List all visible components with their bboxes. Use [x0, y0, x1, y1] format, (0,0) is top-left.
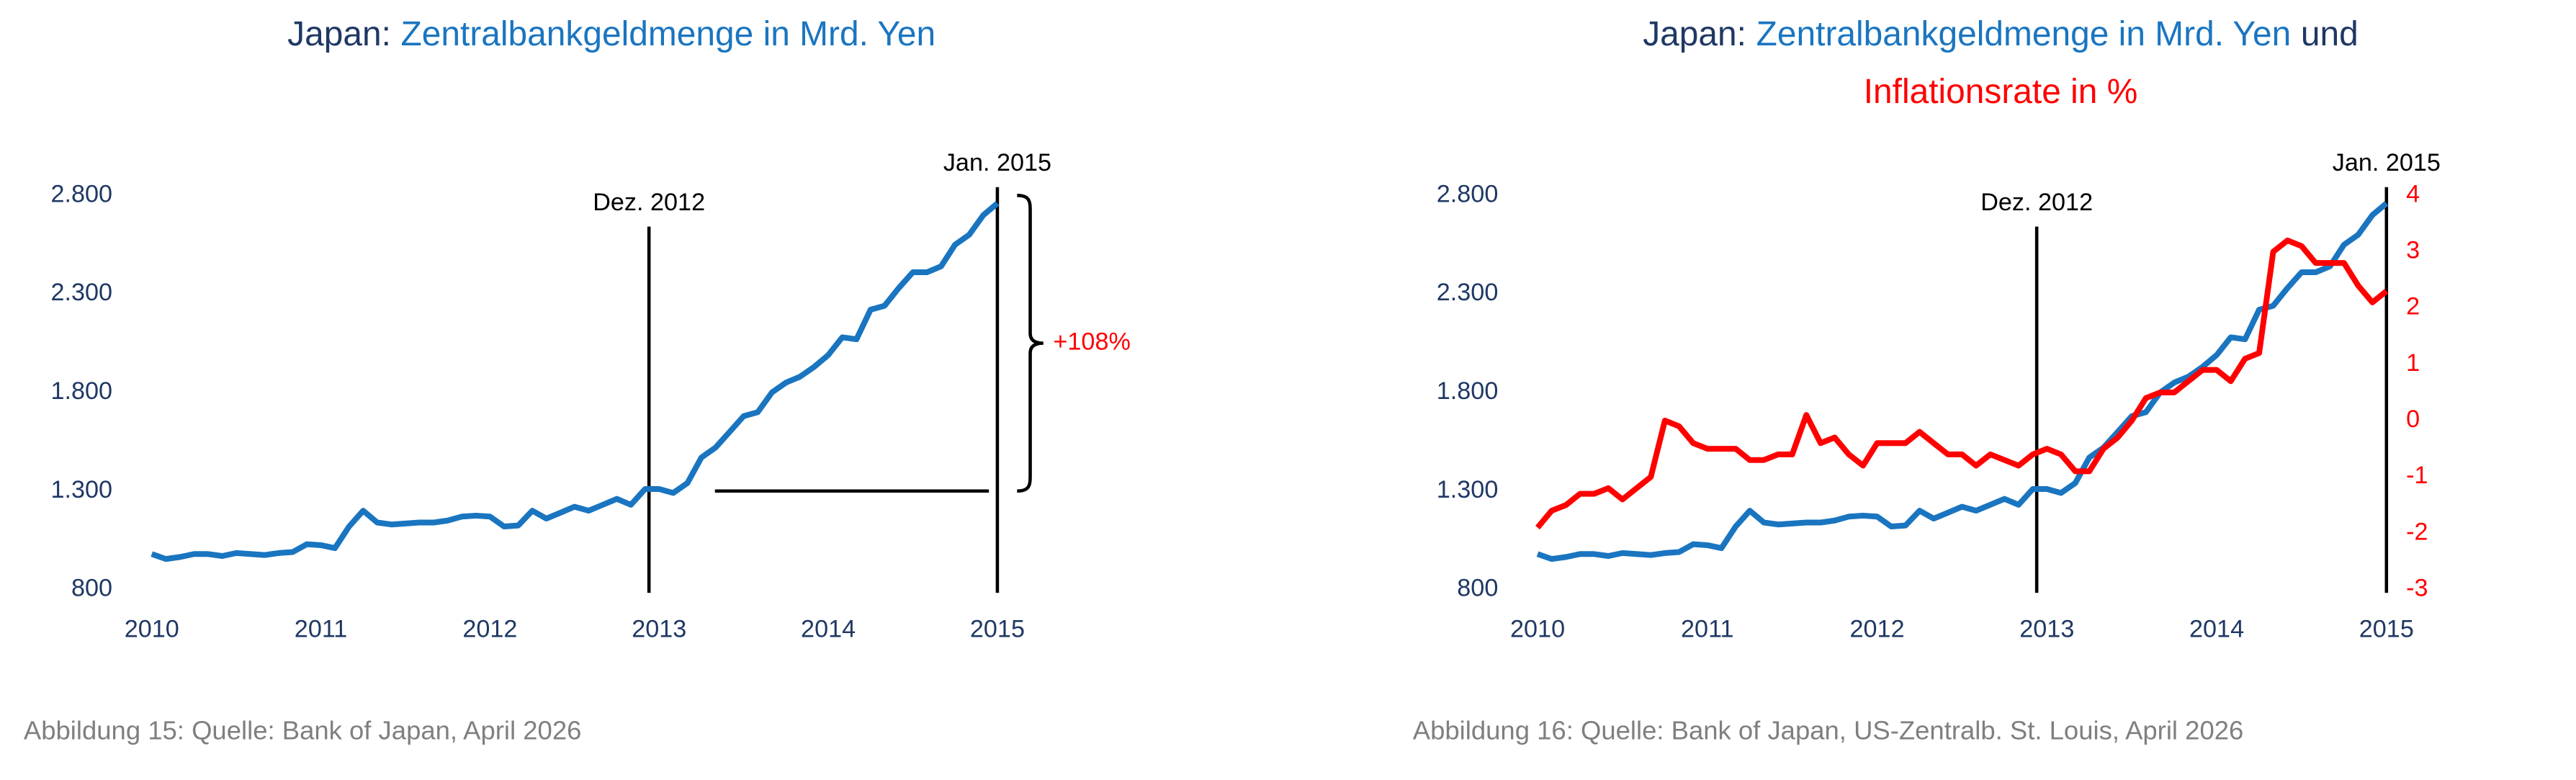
y2-tick-label: 4 [2406, 180, 2420, 207]
chart-title: Japan: Zentralbankgeldmenge in Mrd. Yen un… [1643, 15, 2359, 53]
footnote: Abbildung 16: Quelle: Bank of Japan, US-… [1413, 716, 2244, 745]
x-tick-label: 2014 [2189, 616, 2244, 643]
title-part: Zentralbankgeldmenge in Mrd. Yen [401, 15, 936, 53]
y-tick-label: 2.300 [50, 279, 112, 306]
x-tick-label: 2011 [1681, 616, 1734, 643]
title-part: Inflationsrate in % [1864, 73, 2138, 111]
y-tick-label: 1.300 [50, 476, 112, 503]
y2-tick-label: 1 [2406, 349, 2420, 377]
annotation-label: Jan. 2015 [943, 149, 1051, 176]
y-tick-label: 800 [1457, 575, 1498, 602]
x-tick-label: 2015 [2359, 616, 2414, 643]
y2-tick-label: 0 [2406, 405, 2420, 433]
series-line [1536, 201, 2389, 562]
y-tick-label: 800 [71, 575, 112, 602]
series-line [151, 201, 1000, 562]
title-part: Japan: [1643, 15, 1746, 53]
series-line [1535, 237, 2389, 530]
x-tick-label: 2010 [125, 616, 179, 643]
x-tick-label: 2014 [801, 616, 856, 643]
y-tick-label: 1.300 [1437, 476, 1499, 503]
annotation-label: Dez. 2012 [593, 189, 705, 216]
footnote: Abbildung 15: Quelle: Bank of Japan, Apr… [24, 716, 582, 745]
y2-tick-label: 2 [2406, 293, 2420, 320]
title-part: Japan: [287, 15, 391, 53]
x-tick-label: 2012 [1850, 616, 1905, 643]
y2-tick-label: -1 [2406, 462, 2428, 489]
x-tick-label: 2013 [632, 616, 686, 643]
y2-tick-label: -3 [2406, 575, 2428, 602]
x-tick-label: 2011 [295, 616, 348, 643]
bracket-label: +108% [1053, 328, 1130, 356]
y-tick-label: 1.800 [1437, 377, 1499, 405]
x-tick-label: 2010 [1510, 616, 1565, 643]
y-tick-label: 2.800 [1437, 180, 1499, 207]
x-tick-label: 2012 [462, 616, 517, 643]
y-tick-label: 2.300 [1437, 279, 1499, 306]
x-tick-label: 2013 [2019, 616, 2074, 643]
bracket [1017, 194, 1044, 493]
y2-tick-label: 3 [2406, 237, 2420, 264]
y-tick-label: 2.800 [50, 180, 112, 207]
x-tick-label: 2015 [970, 616, 1025, 643]
title-part: Zentralbankgeldmenge in Mrd. Yen [1756, 15, 2292, 53]
annotation-label: Dez. 2012 [1980, 189, 2093, 216]
chart-title: Japan: Zentralbankgeldmenge in Mrd. Yen [287, 15, 935, 53]
y-tick-label: 1.800 [50, 377, 112, 405]
title-part: und [2301, 15, 2359, 53]
y2-tick-label: -2 [2406, 518, 2428, 545]
chart-title: Inflationsrate in % [1864, 73, 2138, 111]
annotation-label: Jan. 2015 [2333, 149, 2441, 176]
